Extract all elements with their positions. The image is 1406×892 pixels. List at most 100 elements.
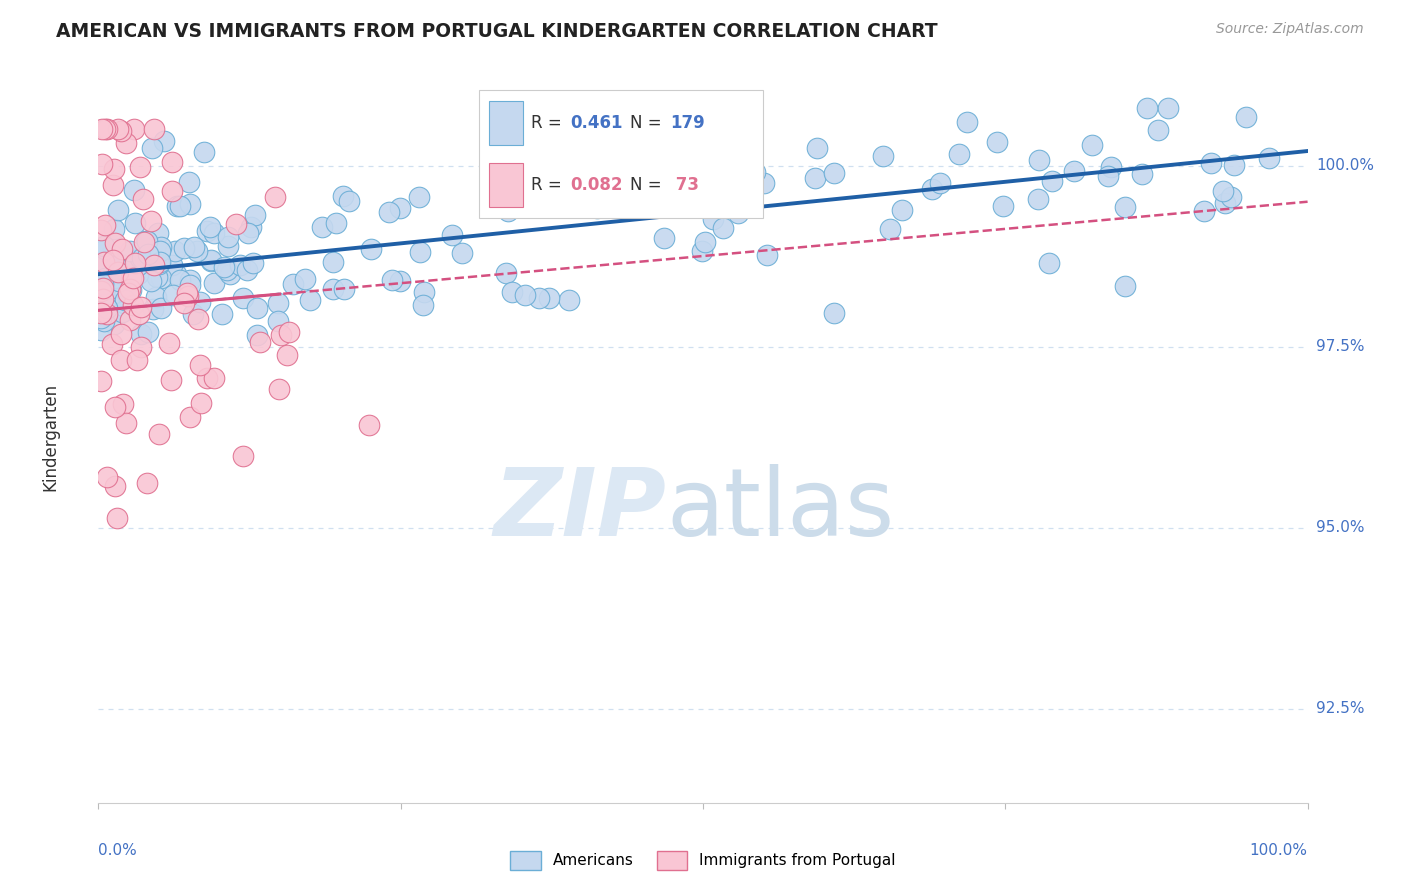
Point (149, 255, 172, 269)
Point (197, 371, 219, 385)
Text: Source: ZipAtlas.com: Source: ZipAtlas.com (1216, 22, 1364, 37)
Point (236, 262, 259, 277)
Point (111, 243, 134, 257)
Point (1213, 195, 1236, 210)
Point (148, 226, 170, 240)
Point (114, 293, 136, 308)
Point (149, 270, 172, 285)
Point (612, 201, 634, 215)
Point (242, 255, 264, 269)
Point (702, 211, 724, 226)
Point (626, 197, 648, 211)
Point (690, 244, 713, 258)
Point (190, 295, 212, 310)
Point (97, 251, 120, 265)
Point (186, 244, 208, 258)
Point (190, 396, 212, 410)
Point (1132, 167, 1154, 181)
Point (143, 258, 166, 272)
Point (103, 318, 125, 332)
Point (1192, 203, 1215, 218)
Point (214, 260, 236, 274)
Point (1097, 169, 1119, 183)
Point (177, 175, 200, 189)
Point (412, 285, 434, 299)
FancyBboxPatch shape (479, 89, 763, 218)
Point (322, 282, 344, 296)
Point (243, 208, 266, 222)
Point (149, 244, 172, 258)
Point (90, 310, 112, 325)
Point (131, 340, 153, 354)
Point (90, 374, 112, 388)
Point (249, 334, 271, 349)
Point (93, 243, 115, 257)
Point (141, 141, 163, 155)
Point (90, 306, 112, 320)
Point (412, 298, 434, 312)
Point (91, 253, 114, 268)
Point (211, 308, 233, 322)
Point (176, 286, 198, 301)
Point (183, 240, 205, 254)
Point (1219, 190, 1241, 204)
Point (225, 217, 247, 231)
Point (190, 358, 212, 372)
Point (107, 202, 129, 217)
Point (215, 262, 238, 277)
Point (110, 352, 132, 367)
Point (688, 157, 710, 171)
Point (179, 409, 201, 424)
Point (586, 201, 609, 215)
Point (117, 286, 139, 301)
Point (160, 155, 183, 169)
Point (93, 239, 115, 253)
Point (1040, 174, 1063, 188)
Point (408, 190, 430, 204)
Point (121, 271, 143, 285)
Point (165, 267, 187, 281)
Point (1223, 158, 1246, 172)
Point (173, 241, 195, 255)
Point (136, 476, 159, 491)
Point (103, 222, 125, 236)
Point (134, 235, 156, 249)
Point (1063, 163, 1085, 178)
Point (111, 397, 134, 411)
Point (986, 135, 1008, 149)
Point (278, 326, 301, 340)
Point (93, 254, 115, 268)
Point (166, 199, 188, 213)
Point (823, 306, 845, 320)
Point (94, 122, 117, 136)
Point (157, 336, 180, 351)
Point (246, 328, 269, 343)
Point (693, 235, 716, 250)
Point (129, 326, 152, 341)
Point (538, 291, 561, 305)
Text: Kindergarten: Kindergarten (41, 383, 59, 491)
Point (104, 400, 127, 414)
Point (1199, 156, 1222, 170)
Point (219, 268, 242, 282)
Point (727, 205, 749, 219)
Point (195, 224, 218, 238)
Point (91, 278, 114, 293)
Point (96, 307, 118, 321)
Text: 0.082: 0.082 (569, 176, 623, 194)
Point (179, 273, 201, 287)
Point (169, 273, 191, 287)
Point (360, 242, 382, 256)
Point (332, 188, 354, 202)
Point (806, 141, 828, 155)
Point (136, 234, 159, 248)
Point (744, 165, 766, 179)
Point (112, 296, 135, 310)
Point (232, 291, 254, 305)
Point (267, 314, 290, 328)
Text: 97.5%: 97.5% (1316, 339, 1364, 354)
Point (91, 277, 114, 292)
Point (118, 313, 141, 327)
Point (160, 373, 183, 387)
Point (322, 255, 344, 269)
